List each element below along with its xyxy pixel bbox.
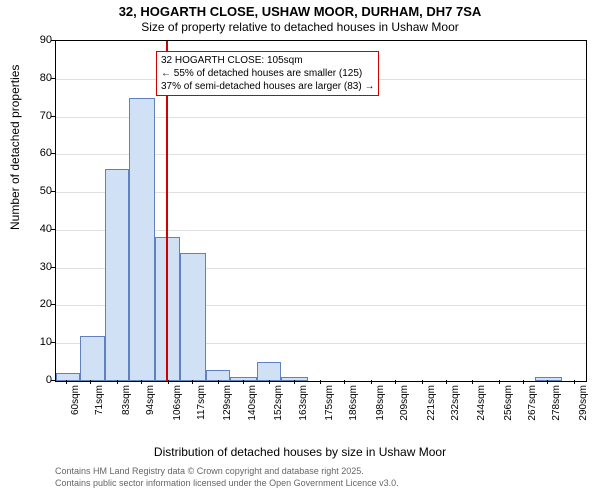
histogram-bar [535, 377, 562, 381]
histogram-bar [56, 373, 80, 381]
xtick-label: 290sqm [578, 385, 589, 429]
histogram-bar [180, 253, 207, 381]
xtick-mark [472, 380, 473, 384]
xtick-mark [66, 380, 67, 384]
xtick-label: 60sqm [70, 385, 81, 429]
xtick-mark [547, 380, 548, 384]
xtick-mark [499, 380, 500, 384]
xtick-label: 232sqm [450, 385, 461, 429]
xtick-mark [141, 380, 142, 384]
xtick-label: 256sqm [503, 385, 514, 429]
ytick-label: 10 [30, 336, 52, 348]
histogram-bar [129, 98, 156, 381]
histogram-bar [281, 377, 308, 381]
ytick-label: 80 [30, 72, 52, 84]
ytick-label: 20 [30, 298, 52, 310]
xtick-label: 129sqm [222, 385, 233, 429]
xtick-mark [422, 380, 423, 384]
annotation-line2: ← 55% of detached houses are smaller (12… [161, 67, 374, 80]
xtick-label: 278sqm [551, 385, 562, 429]
ytick-label: 50 [30, 185, 52, 197]
x-axis-label: Distribution of detached houses by size … [0, 445, 600, 459]
histogram-bar [257, 362, 281, 381]
xtick-mark [395, 380, 396, 384]
ytick-label: 90 [30, 34, 52, 46]
xtick-mark [192, 380, 193, 384]
xtick-label: 94sqm [145, 385, 156, 429]
footer-line2: Contains public sector information licen… [55, 478, 399, 488]
xtick-label: 198sqm [375, 385, 386, 429]
plot-area: 32 HOGARTH CLOSE: 105sqm ← 55% of detach… [55, 40, 587, 382]
histogram-bar [105, 169, 129, 381]
xtick-mark [523, 380, 524, 384]
histogram-bar [80, 336, 104, 381]
xtick-mark [294, 380, 295, 384]
xtick-label: 140sqm [247, 385, 258, 429]
annotation-box: 32 HOGARTH CLOSE: 105sqm ← 55% of detach… [156, 51, 379, 96]
xtick-label: 244sqm [476, 385, 487, 429]
y-axis-label: Number of detached properties [8, 65, 22, 230]
xtick-label: 267sqm [527, 385, 538, 429]
ytick-label: 40 [30, 223, 52, 235]
xtick-mark [90, 380, 91, 384]
xtick-mark [168, 380, 169, 384]
xtick-label: 106sqm [172, 385, 183, 429]
xtick-mark [218, 380, 219, 384]
xtick-label: 117sqm [196, 385, 207, 429]
histogram-bar [230, 377, 257, 381]
xtick-mark [243, 380, 244, 384]
xtick-mark [117, 380, 118, 384]
ytick-label: 70 [30, 110, 52, 122]
chart-container: 32, HOGARTH CLOSE, USHAW MOOR, DURHAM, D… [0, 0, 600, 500]
xtick-label: 71sqm [94, 385, 105, 429]
xtick-label: 209sqm [399, 385, 410, 429]
ytick-label: 30 [30, 261, 52, 273]
annotation-line1: 32 HOGARTH CLOSE: 105sqm [161, 54, 374, 67]
ytick-label: 60 [30, 147, 52, 159]
chart-subtitle: Size of property relative to detached ho… [0, 20, 600, 34]
annotation-line3: 37% of semi-detached houses are larger (… [161, 80, 374, 93]
chart-title: 32, HOGARTH CLOSE, USHAW MOOR, DURHAM, D… [0, 4, 600, 19]
ytick-label: 0 [30, 374, 52, 386]
xtick-label: 163sqm [298, 385, 309, 429]
xtick-mark [320, 380, 321, 384]
xtick-label: 175sqm [324, 385, 335, 429]
xtick-mark [344, 380, 345, 384]
xtick-mark [371, 380, 372, 384]
xtick-mark [574, 380, 575, 384]
xtick-label: 152sqm [273, 385, 284, 429]
footer-line1: Contains HM Land Registry data © Crown c… [55, 466, 364, 476]
xtick-label: 186sqm [348, 385, 359, 429]
xtick-label: 221sqm [426, 385, 437, 429]
xtick-mark [446, 380, 447, 384]
xtick-mark [269, 380, 270, 384]
xtick-label: 83sqm [121, 385, 132, 429]
